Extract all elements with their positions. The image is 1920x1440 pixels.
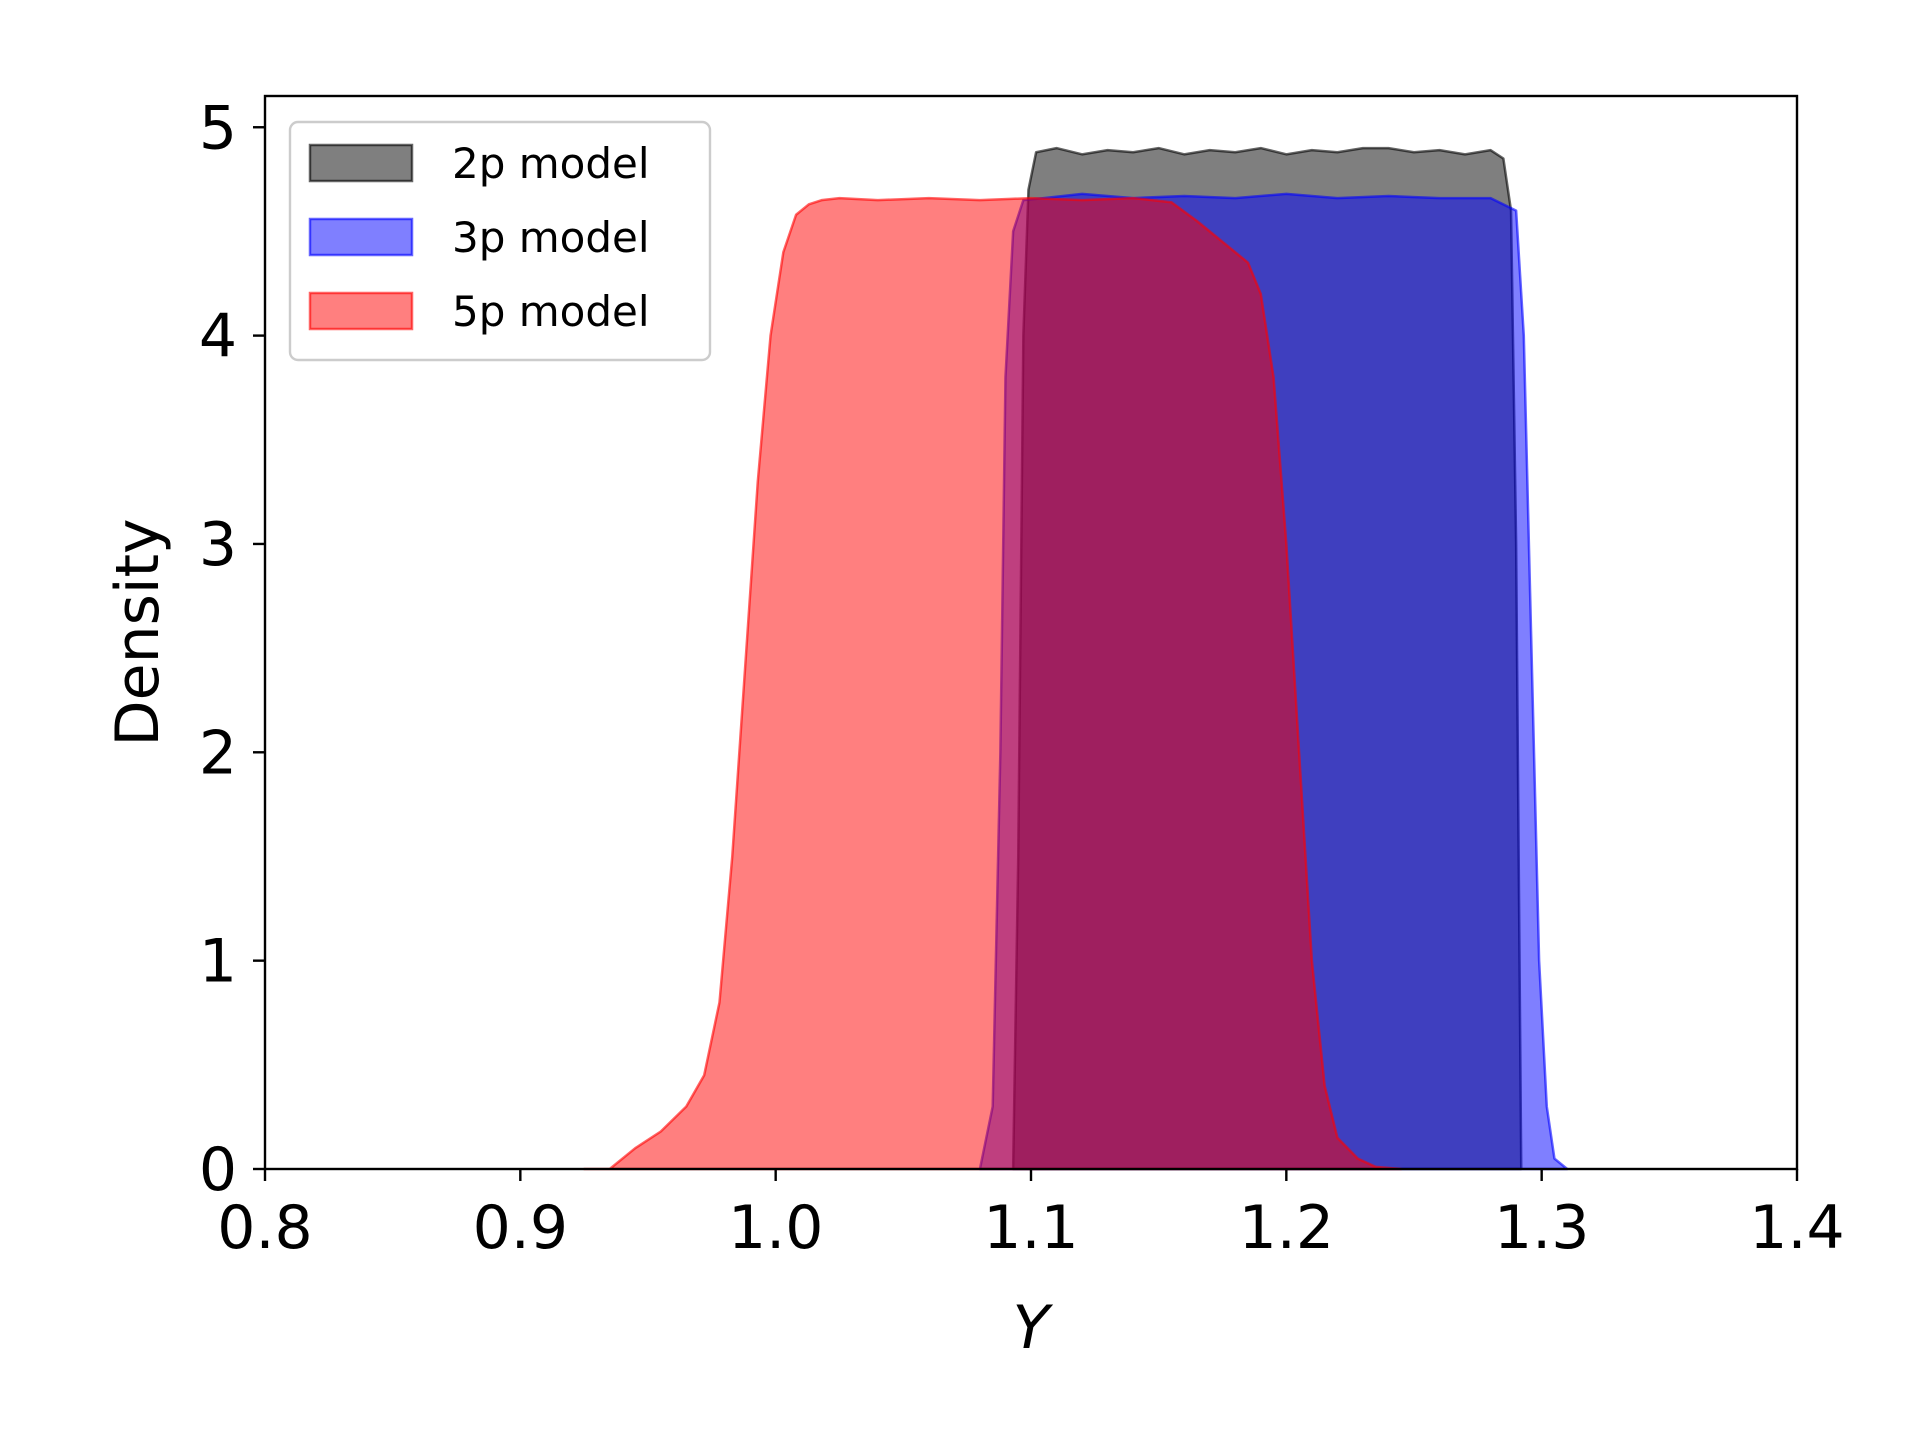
legend-swatch-3: [308, 291, 414, 331]
legend-swatch-1: [308, 143, 414, 183]
x-tick-label: 1.0: [728, 1193, 823, 1263]
legend-swatch-2: [308, 217, 414, 257]
legend: 2p model 3p model 5p model: [288, 120, 712, 362]
y-tick-label: 5: [199, 93, 237, 163]
legend-label-2: 3p model: [452, 213, 650, 262]
x-tick-label: 1.2: [1239, 1193, 1334, 1263]
density-area-3: [582, 196, 1403, 1171]
legend-label-1: 2p model: [452, 139, 650, 188]
y-axis-title: Density: [103, 518, 173, 746]
y-tick-label: 3: [199, 510, 237, 580]
y-tick-label: 1: [199, 927, 237, 997]
series-layer: [582, 146, 1569, 1171]
x-tick-label: 1.4: [1749, 1193, 1844, 1263]
y-tick-label: 0: [199, 1135, 237, 1205]
x-axis-title: Y: [1013, 1293, 1054, 1363]
y-axis: 0 1 2 3 4 5: [199, 93, 265, 1205]
legend-label-3: 5p model: [452, 287, 650, 336]
x-axis: 0.8 0.9 1.0 1.1 1.2 1.3 1.4: [217, 1169, 1845, 1263]
y-tick-label: 2: [199, 718, 237, 788]
x-tick-label: 1.3: [1494, 1193, 1589, 1263]
x-tick-label: 0.9: [473, 1193, 568, 1263]
y-tick-label: 4: [199, 302, 237, 372]
x-tick-label: 1.1: [983, 1193, 1078, 1263]
x-tick-label: 0.8: [217, 1193, 312, 1263]
